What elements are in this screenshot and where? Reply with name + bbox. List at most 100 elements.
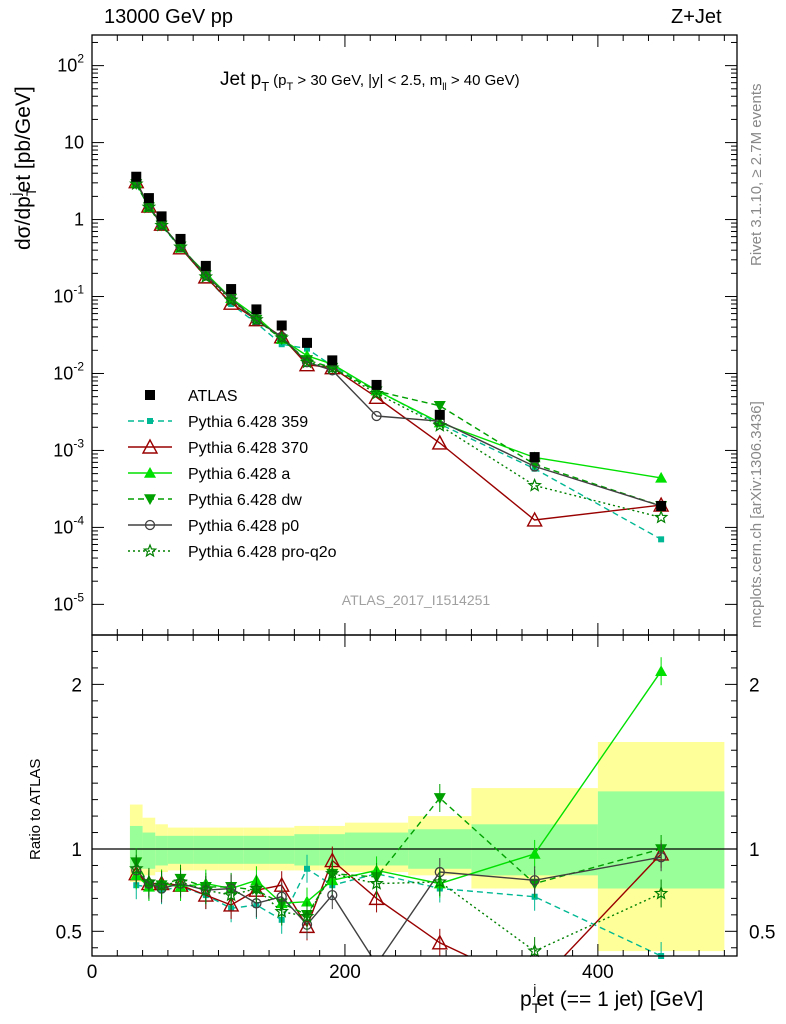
legend-series-label: Pythia 6.428 p0 [188,518,299,535]
ratio-series-lines [128,657,670,959]
series-3-point [433,401,446,412]
axes: 10-5 10-4 10-3 10-2 10-1 1 10 102 0 200 400 0.5 0.5 1… [53,34,775,983]
series-5-ratio-point [325,866,340,880]
series-0-ratio-line [136,867,662,956]
ratio-band-inner [269,835,295,864]
series-3-line [135,183,662,507]
series-3-point [275,334,288,346]
mcplots-label: mcplots.cern.ch [arXiv:1306.3436] [748,401,765,628]
series-0-ratio-point [304,865,310,872]
series-5-point [223,292,239,307]
x-tick-label: 0 [87,962,98,983]
series-0-point [658,536,665,543]
series-5-ratio-point [369,875,384,890]
series-1-ratio-point [431,934,448,950]
legend-series-marker [144,467,156,478]
beam-label: 13000 GeV pp [104,6,233,28]
ratio-tick-label: 1 [749,840,760,861]
atlas-point [656,500,667,511]
atlas-point [371,379,382,390]
legend-series-label: Pythia 6.428 a [188,466,290,483]
series-5-point [198,269,214,284]
series-5-ratio-point [173,874,188,889]
series-3-point [301,355,313,366]
ratio-band-inner [243,835,270,864]
atlas-point [131,171,142,182]
series-5-ratio-point [249,880,264,895]
y-tick-label: 10-5 [53,590,84,614]
y-tick-label: 10-3 [53,436,84,460]
series-4-ratio-point [327,889,338,901]
series-5-point [369,385,384,400]
series-5-ratio-point [154,877,169,892]
atlas-point [434,409,445,420]
process-label: Z+Jet [671,6,722,28]
series-5-point [274,330,289,345]
series-5-ratio-point [223,887,239,902]
series-1-point [431,434,448,450]
series-2-line [135,182,662,479]
series-4-point [371,410,382,422]
y-tick-label: 1 [74,210,84,230]
series-3-point [528,459,541,471]
atlas-point [302,337,312,348]
series-5-ratio-point [274,903,289,918]
series-5-point [141,199,157,214]
ratio-band-inner [142,832,156,869]
atlas-point [156,211,167,222]
ratio-band-inner [193,835,219,864]
ratio-y-axis-label: Ratio to ATLAS [27,759,44,860]
ratio-frame [91,634,738,957]
y-tick-label: 10-2 [53,359,84,383]
legend-series-label: Pythia 6.428 pro-q2o [188,544,337,561]
atlas-point [276,320,287,331]
series-5-ratio-point [198,882,214,897]
legend-series-marker [144,494,156,505]
series-5-point [325,360,340,375]
legend-series-marker [141,438,159,454]
rivet-version-label: Rivet 3.1.10, ≥ 2.7M events [748,83,765,267]
series-5-ratio-point [527,943,542,958]
plot-title: Jet pT (pT > 30 GeV, |y| < 2.5, mll > 40 … [220,69,520,94]
legend-atlas-label: ATLAS [188,388,238,405]
y-tick-label: 102 [57,52,84,76]
ratio-tick-label: 2 [749,675,760,696]
ratio-band-inner [218,835,244,864]
atlas-point [251,304,262,315]
series-5-ratio-point [129,861,144,875]
series-5-line [135,183,662,519]
ratio-band-inner [155,835,168,866]
atlas-point [175,233,186,244]
atlas-point [226,284,237,295]
legend-series-marker [144,519,156,531]
series-1-ratio-point [368,889,385,906]
series-4-ratio-point [529,875,540,886]
series-2-ratio-point [528,847,541,859]
series-5-point [249,312,264,326]
y-tick-label: 10 [64,133,84,153]
series-5-point [299,354,315,369]
series-2-point [655,471,668,483]
series-0-point [304,345,310,352]
atlas-point [200,260,211,271]
series-1-point [526,511,543,527]
ratio-tick-label: 2 [71,675,82,696]
legend-series-label: Pythia 6.428 370 [188,440,308,457]
series-0-line [135,184,662,540]
x-tick-label: 200 [329,962,361,983]
x-tick-label: 400 [582,962,614,983]
atlas-point [327,355,338,366]
series-lines [128,173,670,543]
ratio-tick-label: 0.5 [56,922,82,943]
series-4-ratio-point [655,852,667,863]
series-5-ratio-point [299,908,315,923]
series-4-line [135,181,662,507]
series-5-ratio-point [432,874,448,889]
series-4-point [251,315,262,326]
legend: ATLAS Pythia 6.428 359 Pythia 6.428 370 Pyt… [128,388,337,561]
legend-atlas-marker [145,390,155,400]
ratio-band-inner [167,835,194,864]
ratio-tick-label: 1 [71,840,82,861]
legend-series-label: Pythia 6.428 359 [188,414,308,431]
